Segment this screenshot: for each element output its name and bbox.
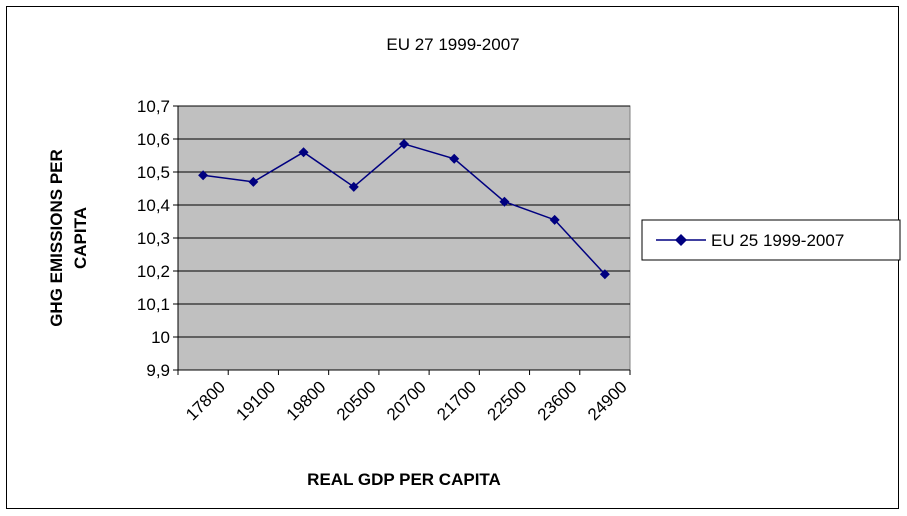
data-point [198, 170, 209, 181]
y-axis-label-line-2: CAPITA [71, 207, 90, 269]
y-tick-label: 10,7 [137, 97, 170, 116]
x-tick-label: 22500 [484, 377, 531, 424]
x-tick-labels: 17800 19100 19800 20500 20700 21700 22500 23600… [182, 377, 631, 424]
data-point [399, 138, 409, 149]
x-tick-label: 20700 [383, 377, 430, 424]
y-axis-label: GHG EMISSIONS PER CAPITA [47, 149, 90, 327]
legend: EU 25 1999-2007 [641, 219, 901, 261]
y-tick-label: 10,1 [137, 295, 170, 314]
data-point [599, 269, 610, 280]
x-tick-label: 23600 [534, 377, 581, 424]
x-tick-label: 24900 [584, 377, 631, 424]
series-layer [198, 138, 610, 280]
x-tick-label: 21700 [433, 377, 480, 424]
x-axis-label: REAL GDP PER CAPITA [307, 470, 501, 489]
data-point [248, 176, 259, 187]
y-tick-label: 10 [151, 328, 170, 347]
data-point [348, 181, 359, 192]
gridlines [178, 105, 630, 338]
legend-label: EU 25 1999-2007 [711, 231, 844, 250]
y-tick-label: 10,3 [137, 229, 170, 248]
data-point [298, 147, 309, 158]
y-tick-labels: 9,9 10 10,1 10,2 10,3 10,4 10,5 10,6 10,7 [137, 97, 170, 380]
x-tick-label: 19100 [232, 377, 279, 424]
data-point [449, 153, 460, 164]
y-axis-label-line-1: GHG EMISSIONS PER [47, 149, 66, 327]
y-tick-label: 10,5 [137, 163, 170, 182]
x-tick-label: 19800 [283, 377, 330, 424]
y-tick-label: 10,6 [137, 130, 170, 149]
data-point [549, 214, 560, 225]
data-point [499, 196, 510, 207]
y-tick-label: 10,2 [137, 262, 170, 281]
axes [173, 105, 631, 375]
x-tick-label: 20500 [333, 377, 380, 424]
x-tick-label: 17800 [182, 377, 229, 424]
chart-title: EU 27 1999-2007 [386, 35, 519, 54]
y-tick-label: 9,9 [146, 361, 170, 380]
legend-marker-diamond [675, 234, 687, 246]
y-tick-label: 10,4 [137, 196, 170, 215]
